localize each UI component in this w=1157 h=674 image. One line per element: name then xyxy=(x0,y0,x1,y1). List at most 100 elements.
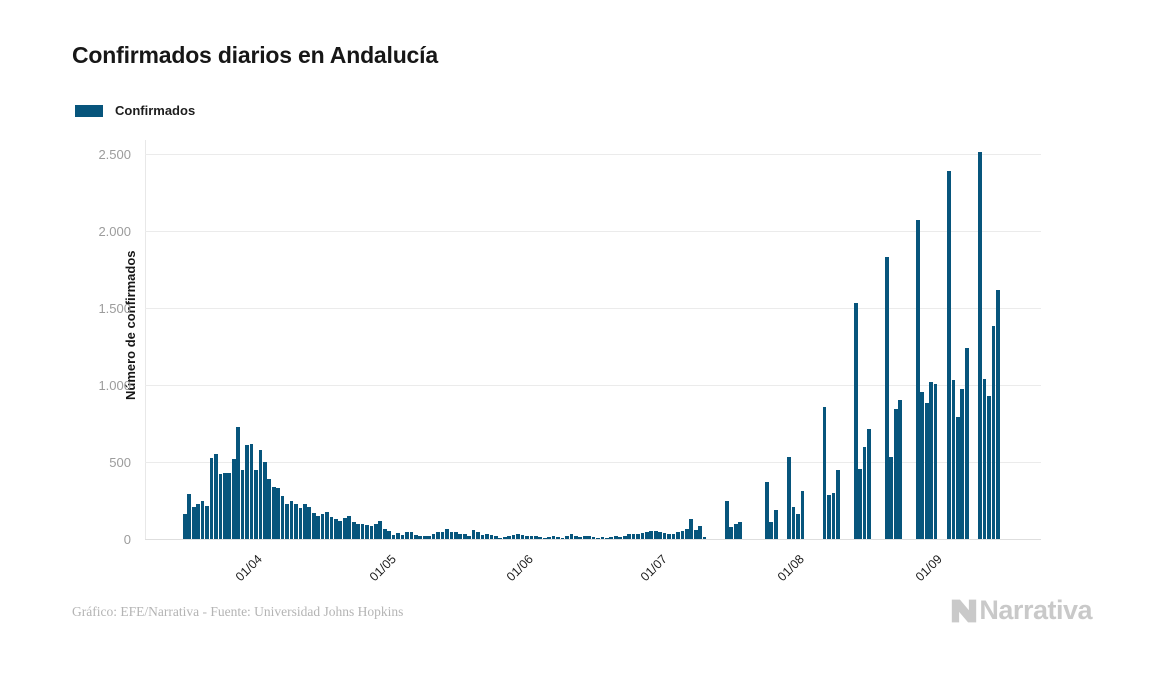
bar[interactable] xyxy=(796,514,800,539)
bar[interactable] xyxy=(867,429,871,539)
bar[interactable] xyxy=(529,536,534,539)
bar[interactable] xyxy=(414,535,418,539)
bar[interactable] xyxy=(613,536,618,539)
bar[interactable] xyxy=(374,523,378,539)
bar[interactable] xyxy=(267,478,272,539)
bar[interactable] xyxy=(307,507,312,539)
bar[interactable] xyxy=(311,512,316,539)
bar[interactable] xyxy=(205,505,209,539)
bar[interactable] xyxy=(996,289,1000,539)
bar[interactable] xyxy=(605,537,609,539)
bar[interactable] xyxy=(334,518,338,539)
bar[interactable] xyxy=(773,509,778,539)
bar[interactable] xyxy=(800,490,805,539)
bar[interactable] xyxy=(520,535,525,539)
bar[interactable] xyxy=(920,391,925,539)
bar[interactable] xyxy=(827,494,831,539)
bar[interactable] xyxy=(693,529,698,539)
bar[interactable] xyxy=(285,503,289,539)
bar[interactable] xyxy=(733,524,738,539)
bar[interactable] xyxy=(302,504,307,539)
bar[interactable] xyxy=(982,379,987,539)
bar[interactable] xyxy=(222,472,227,539)
bar[interactable] xyxy=(645,532,649,539)
bar[interactable] xyxy=(338,520,343,539)
bar[interactable] xyxy=(254,469,258,539)
bar[interactable] xyxy=(471,529,476,539)
bar[interactable] xyxy=(391,535,396,539)
bar[interactable] xyxy=(689,518,694,539)
bar[interactable] xyxy=(653,530,658,539)
bar[interactable] xyxy=(889,456,894,539)
bar[interactable] xyxy=(618,537,623,539)
bar[interactable] xyxy=(600,537,605,539)
bar[interactable] xyxy=(502,537,507,539)
bar[interactable] xyxy=(631,533,636,539)
bar[interactable] xyxy=(587,535,591,539)
bar[interactable] xyxy=(382,528,387,539)
bar[interactable] xyxy=(893,409,898,539)
bar[interactable] xyxy=(440,531,445,539)
bar[interactable] xyxy=(418,535,423,539)
bar[interactable] xyxy=(258,449,263,539)
bar[interactable] xyxy=(476,532,480,539)
bar[interactable] xyxy=(591,537,596,539)
bar[interactable] xyxy=(596,537,600,539)
bar[interactable] xyxy=(467,535,471,539)
bar[interactable] xyxy=(240,469,245,539)
bar[interactable] xyxy=(511,535,516,539)
bar[interactable] xyxy=(698,526,703,539)
bar[interactable] xyxy=(449,531,454,539)
bar[interactable] xyxy=(685,528,689,539)
bar[interactable] xyxy=(898,400,902,539)
bar[interactable] xyxy=(542,537,547,539)
bar[interactable] xyxy=(556,537,560,539)
bar[interactable] xyxy=(964,348,969,539)
bar[interactable] xyxy=(573,535,578,539)
bar[interactable] xyxy=(191,506,196,539)
bar[interactable] xyxy=(822,406,827,539)
bar[interactable] xyxy=(231,458,236,539)
bar[interactable] xyxy=(787,456,791,539)
bar[interactable] xyxy=(289,500,294,539)
bar[interactable] xyxy=(422,536,427,539)
bar[interactable] xyxy=(298,508,303,539)
bar[interactable] xyxy=(560,537,565,539)
bar[interactable] xyxy=(365,525,369,539)
bar[interactable] xyxy=(640,532,645,539)
bar[interactable] xyxy=(485,533,489,539)
bar[interactable] xyxy=(667,533,671,539)
bar[interactable] xyxy=(565,536,569,539)
bar[interactable] xyxy=(356,523,360,539)
bar[interactable] xyxy=(320,514,325,539)
bar[interactable] xyxy=(884,257,889,539)
bar[interactable] xyxy=(836,470,840,539)
bar[interactable] xyxy=(516,534,520,539)
bar[interactable] xyxy=(951,380,956,539)
bar[interactable] xyxy=(533,536,538,539)
bar[interactable] xyxy=(622,535,627,539)
bar[interactable] xyxy=(769,521,774,539)
bar[interactable] xyxy=(360,524,365,539)
bar[interactable] xyxy=(916,220,920,539)
bar[interactable] xyxy=(342,518,347,539)
bar[interactable] xyxy=(329,517,334,539)
bar[interactable] xyxy=(956,416,960,539)
bar[interactable] xyxy=(987,395,991,539)
bar[interactable] xyxy=(738,522,742,539)
bar[interactable] xyxy=(569,534,574,539)
bar[interactable] xyxy=(347,515,352,539)
bar[interactable] xyxy=(725,501,729,539)
bar[interactable] xyxy=(427,536,432,539)
bar[interactable] xyxy=(316,515,320,539)
bar[interactable] xyxy=(862,447,867,539)
bar[interactable] xyxy=(271,486,276,539)
bar[interactable] xyxy=(947,170,951,539)
bar[interactable] xyxy=(676,532,680,539)
bar[interactable] xyxy=(378,520,383,539)
bar[interactable] xyxy=(196,504,200,539)
bar[interactable] xyxy=(245,445,249,539)
bar[interactable] xyxy=(978,152,982,539)
bar[interactable] xyxy=(853,303,858,539)
bar[interactable] xyxy=(462,534,467,539)
